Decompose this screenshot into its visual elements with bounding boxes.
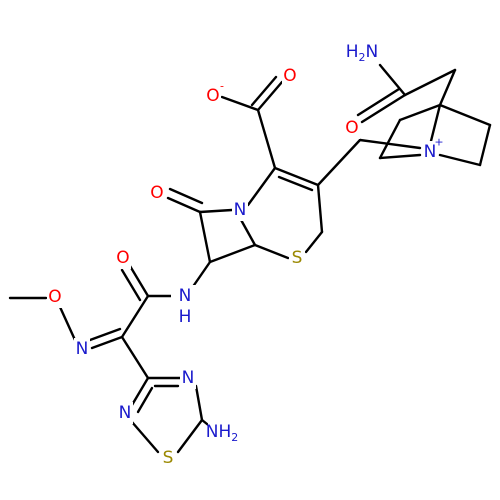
atom-label: S xyxy=(292,248,303,268)
atom-label: H2N xyxy=(346,42,379,64)
label-part: N xyxy=(76,339,89,359)
label-part: N xyxy=(366,42,379,62)
atom-label: O xyxy=(116,248,129,268)
label-bg xyxy=(171,285,199,307)
atom-label: H xyxy=(179,307,192,327)
label-bg xyxy=(344,117,360,139)
atom-label: N xyxy=(234,200,247,220)
label-part: H xyxy=(218,422,231,442)
label-bg xyxy=(117,402,133,424)
label-bg xyxy=(422,141,438,163)
label-part: O xyxy=(206,86,219,106)
label-bg xyxy=(346,41,378,63)
atom-label: S xyxy=(163,448,174,468)
label-bg xyxy=(115,247,131,269)
label-bg xyxy=(232,199,248,221)
label-bg xyxy=(74,338,90,360)
label-part: S xyxy=(292,248,303,268)
atom-label: NH2 xyxy=(206,422,239,444)
label-part: N xyxy=(234,200,247,220)
label-bg xyxy=(282,65,298,87)
label-part: O xyxy=(345,118,358,138)
atom-label: N xyxy=(119,403,132,423)
label-part: O xyxy=(283,66,296,86)
label-bg xyxy=(178,308,192,326)
label-part: O xyxy=(150,183,163,203)
label-part: N xyxy=(119,403,132,423)
label-part: O xyxy=(48,287,61,307)
atom-label: O xyxy=(206,86,219,106)
label-bg xyxy=(47,286,63,308)
label-bg xyxy=(149,182,165,204)
atom-label: N xyxy=(76,339,89,359)
atom-label: N xyxy=(179,286,192,306)
atom-label: O xyxy=(150,183,163,203)
label-part: 2 xyxy=(359,51,366,64)
label-bg xyxy=(289,247,305,269)
label-part: O xyxy=(116,248,129,268)
label-part: H xyxy=(346,42,359,62)
atom-label: O xyxy=(283,66,296,86)
label-bg xyxy=(205,85,221,107)
atom-label: O xyxy=(345,118,358,138)
label-part: N xyxy=(182,368,195,388)
label-part: 2 xyxy=(231,431,238,444)
label-part: N xyxy=(424,142,437,162)
label-bg xyxy=(160,447,176,469)
label-part: S xyxy=(163,448,174,468)
atom-label: N xyxy=(182,368,195,388)
charge: + xyxy=(434,136,443,149)
atom-label: O xyxy=(48,287,61,307)
atom-label: N xyxy=(424,142,437,162)
label-bg xyxy=(208,421,236,443)
bonds xyxy=(8,63,492,454)
label-bg xyxy=(180,367,196,389)
label-part: N xyxy=(206,422,219,442)
charge: - xyxy=(220,80,224,93)
